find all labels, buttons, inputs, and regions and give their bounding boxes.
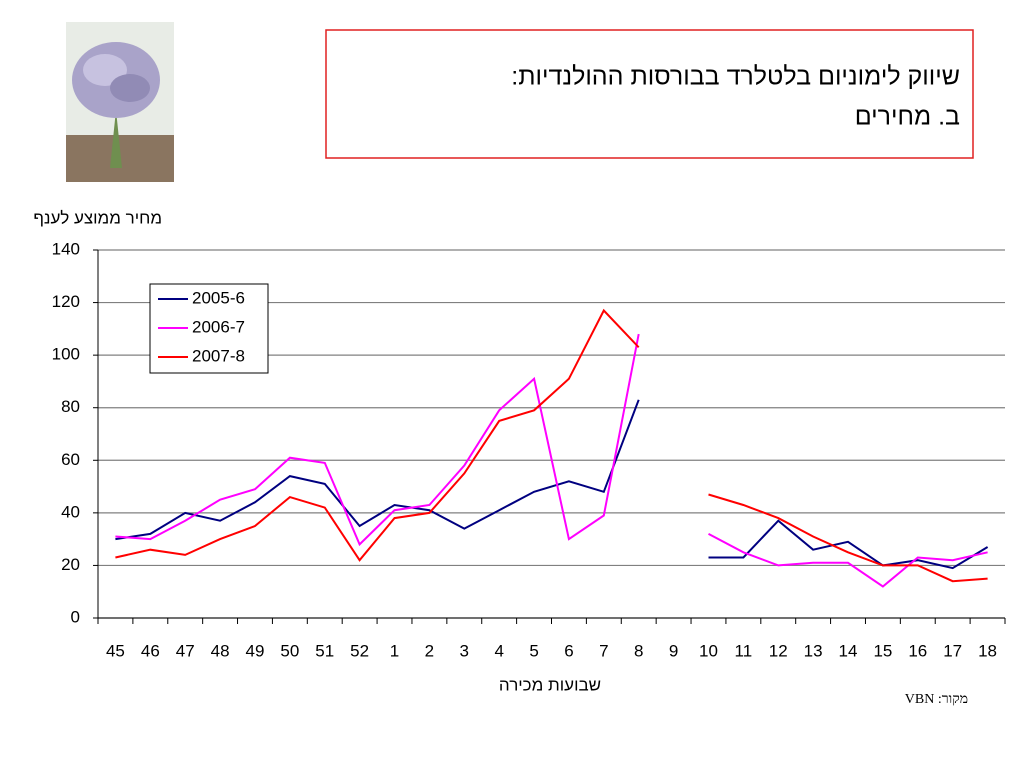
x-tick-label: 10	[699, 641, 718, 660]
y-tick-label: 140	[52, 239, 80, 258]
x-tick-label: 2	[425, 641, 434, 660]
x-tick-label: 12	[769, 641, 788, 660]
y-tick-label: 20	[61, 555, 80, 574]
x-tick-label: 6	[564, 641, 573, 660]
legend-label: 2007-8	[192, 346, 245, 365]
series-line	[115, 308, 988, 583]
x-tick-label: 15	[873, 641, 892, 660]
y-tick-label: 40	[61, 502, 80, 521]
x-tick-label: 52	[350, 641, 369, 660]
x-tick-label: 1	[390, 641, 399, 660]
source: מקור: VBN	[905, 692, 968, 707]
legend: 2005-6 2006-7 2007-8	[149, 283, 269, 374]
x-tick-label: 7	[599, 641, 608, 660]
x-tick-label: 13	[804, 641, 823, 660]
x-tick-label: 45	[106, 641, 125, 660]
x-tick-label: 17	[943, 641, 962, 660]
x-tick-label: 47	[176, 641, 195, 660]
x-tick-label: 51	[315, 641, 334, 660]
legend-label: 2005-6	[192, 288, 245, 307]
x-tick-label: 5	[529, 641, 538, 660]
series-line	[115, 399, 989, 570]
y-tick-label: 60	[61, 450, 80, 469]
x-tick-label: 50	[280, 641, 299, 660]
flower-photo	[66, 22, 174, 182]
legend-label: 2006-7	[192, 317, 245, 336]
series-line	[115, 333, 988, 588]
y-tick-label: 0	[71, 607, 80, 626]
title-box	[325, 29, 974, 159]
x-tick-label: 48	[211, 641, 230, 660]
x-tick-label: 8	[634, 641, 643, 660]
y-axis-label: מחיר ממוצע לענף	[33, 208, 162, 227]
x-tick-label: 3	[460, 641, 469, 660]
x-tick-label: 49	[246, 641, 265, 660]
x-tick-label: 16	[908, 641, 927, 660]
y-tick-label: 80	[61, 397, 80, 416]
x-tick-label: 4	[494, 641, 503, 660]
x-tick-label: 9	[669, 641, 678, 660]
title: שיווק לימוניום בלטלרד בבורסות ההולנדיות:	[511, 63, 960, 91]
y-tick-label: 100	[52, 345, 80, 364]
x-tick-label: 18	[978, 641, 997, 660]
subtitle: ב. מחירים	[855, 103, 960, 131]
x-axis-label: שבועות מכירה	[499, 675, 601, 694]
x-tick-label: 46	[141, 641, 160, 660]
y-tick-label: 120	[52, 292, 80, 311]
x-tick-label: 11	[735, 641, 753, 660]
x-tick-label: 14	[839, 641, 858, 660]
